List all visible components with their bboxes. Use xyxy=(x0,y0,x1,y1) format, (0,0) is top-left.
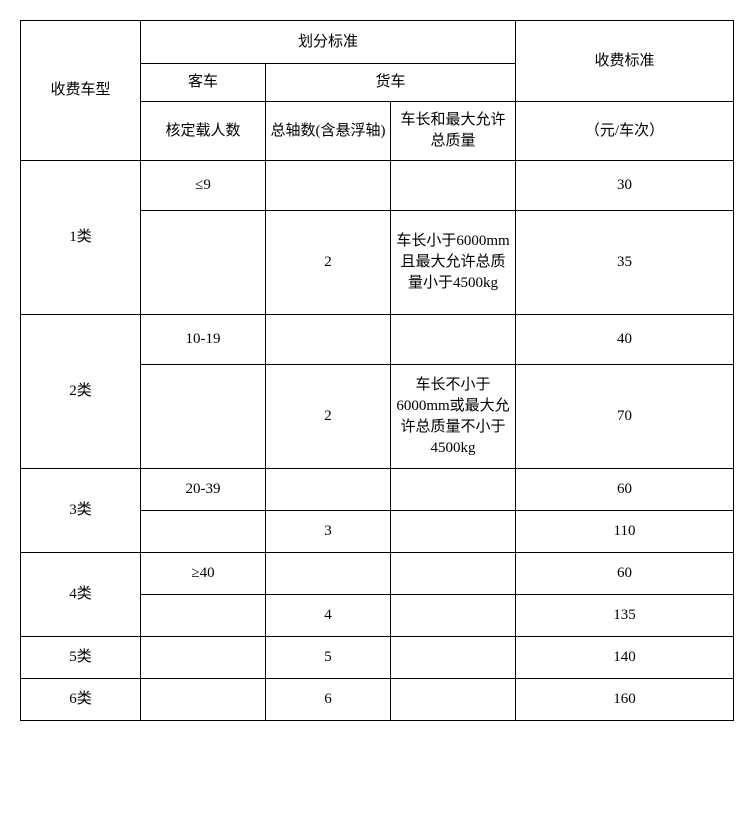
cell-cat5-r1-axle: 5 xyxy=(266,637,391,679)
cell-cat4-r2-capacity xyxy=(141,595,266,637)
cell-cat3-r1-capacity: 20-39 xyxy=(141,469,266,511)
header-fee-standard: 收费标准 xyxy=(516,21,734,102)
cell-cat6-r1-fee: 160 xyxy=(516,679,734,721)
cell-cat2-r2-fee: 70 xyxy=(516,365,734,469)
cell-cat3-r1-axle xyxy=(266,469,391,511)
cell-cat5-r1-length xyxy=(391,637,516,679)
cell-cat3-r2-fee: 110 xyxy=(516,511,734,553)
cell-cat2-r2-axle: 2 xyxy=(266,365,391,469)
cell-cat4-label: 4类 xyxy=(21,553,141,637)
cell-cat1-r1-capacity: ≤9 xyxy=(141,161,266,211)
cell-cat1-r1-axle xyxy=(266,161,391,211)
cell-cat6-r1-axle: 6 xyxy=(266,679,391,721)
cell-cat6-r1-length xyxy=(391,679,516,721)
header-length-mass: 车长和最大允许总质量 xyxy=(391,102,516,161)
cell-cat4-r2-length xyxy=(391,595,516,637)
cell-cat3-r1-fee: 60 xyxy=(516,469,734,511)
header-capacity: 核定载人数 xyxy=(141,102,266,161)
cell-cat4-r1-length xyxy=(391,553,516,595)
cell-cat1-r1-length xyxy=(391,161,516,211)
cell-cat2-r1-axle xyxy=(266,315,391,365)
cell-cat2-r1-fee: 40 xyxy=(516,315,734,365)
cell-cat3-r2-axle: 3 xyxy=(266,511,391,553)
cell-cat3-r1-length xyxy=(391,469,516,511)
header-axle: 总轴数(含悬浮轴) xyxy=(266,102,391,161)
cell-cat1-r2-fee: 35 xyxy=(516,211,734,315)
header-standard: 划分标准 xyxy=(141,21,516,64)
cell-cat6-label: 6类 xyxy=(21,679,141,721)
cell-cat1-r1-fee: 30 xyxy=(516,161,734,211)
cell-cat2-label: 2类 xyxy=(21,315,141,469)
cell-cat6-r1-capacity xyxy=(141,679,266,721)
cell-cat4-r2-axle: 4 xyxy=(266,595,391,637)
header-truck: 货车 xyxy=(266,64,516,102)
cell-cat5-r1-capacity xyxy=(141,637,266,679)
cell-cat2-r1-capacity: 10-19 xyxy=(141,315,266,365)
cell-cat1-r2-capacity xyxy=(141,211,266,315)
row-cat5-1: 5类 5 140 xyxy=(21,637,734,679)
header-passenger: 客车 xyxy=(141,64,266,102)
cell-cat4-r1-capacity: ≥40 xyxy=(141,553,266,595)
cell-cat3-r2-length xyxy=(391,511,516,553)
row-cat4-1: 4类 ≥40 60 xyxy=(21,553,734,595)
row-cat6-1: 6类 6 160 xyxy=(21,679,734,721)
cell-cat1-r2-axle: 2 xyxy=(266,211,391,315)
cell-cat4-r1-axle xyxy=(266,553,391,595)
row-cat1-1: 1类 ≤9 30 xyxy=(21,161,734,211)
cell-cat1-label: 1类 xyxy=(21,161,141,315)
row-cat3-1: 3类 20-39 60 xyxy=(21,469,734,511)
cell-cat4-r1-fee: 60 xyxy=(516,553,734,595)
cell-cat3-label: 3类 xyxy=(21,469,141,553)
cell-cat5-r1-fee: 140 xyxy=(516,637,734,679)
row-cat2-1: 2类 10-19 40 xyxy=(21,315,734,365)
toll-standards-table: 收费车型 划分标准 收费标准 客车 货车 核定载人数 总轴数(含悬浮轴) 车长和… xyxy=(20,20,734,721)
cell-cat1-r2-length: 车长小于6000mm且最大允许总质量小于4500kg xyxy=(391,211,516,315)
cell-cat2-r2-capacity xyxy=(141,365,266,469)
cell-cat3-r2-capacity xyxy=(141,511,266,553)
header-row-1: 收费车型 划分标准 收费标准 xyxy=(21,21,734,64)
header-fee-unit: （元/车次） xyxy=(516,102,734,161)
cell-cat2-r1-length xyxy=(391,315,516,365)
cell-cat4-r2-fee: 135 xyxy=(516,595,734,637)
cell-cat2-r2-length: 车长不小于6000mm或最大允许总质量不小于4500kg xyxy=(391,365,516,469)
header-vehicle-type: 收费车型 xyxy=(21,21,141,161)
cell-cat5-label: 5类 xyxy=(21,637,141,679)
